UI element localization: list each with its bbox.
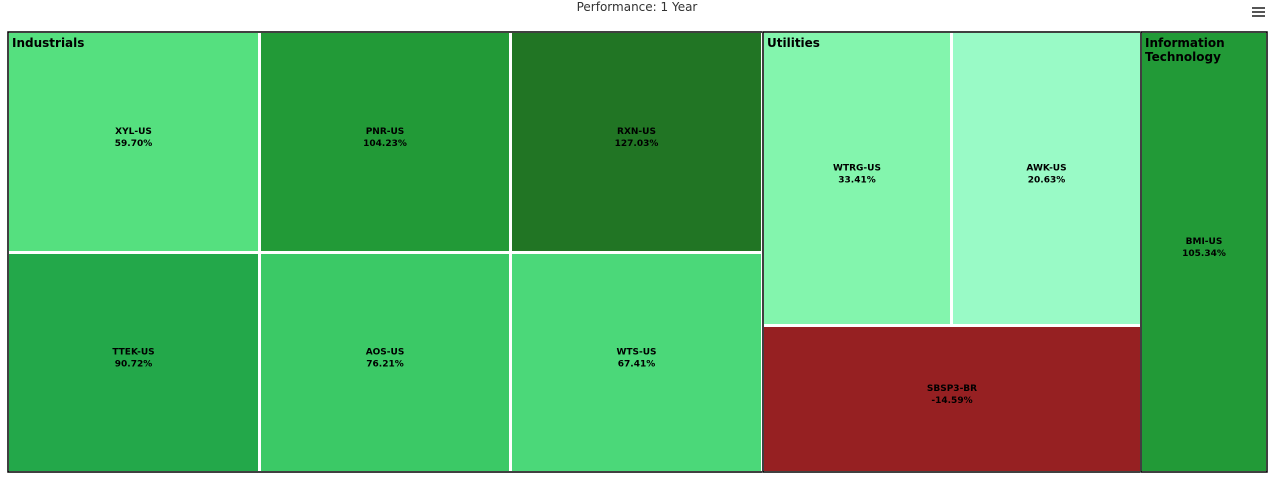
tile-value: 90.72% — [115, 360, 153, 370]
tile-value: 127.03% — [615, 139, 659, 149]
chart-title: Performance: 1 Year — [577, 0, 698, 14]
tile-label: SBSP3-BR — [927, 384, 977, 394]
group-border — [1140, 31, 1268, 473]
tile-label: WTRG-US — [833, 164, 881, 174]
tile — [259, 252, 511, 473]
tile — [951, 31, 1142, 326]
tile — [510, 252, 763, 473]
tile-label: XYL-US — [115, 127, 152, 137]
group-label: Information Technology — [1145, 36, 1225, 64]
tile-value: -14.59% — [931, 396, 972, 406]
group-label: Utilities — [767, 36, 820, 50]
tile-label: PNR-US — [366, 127, 405, 137]
tile — [7, 31, 260, 253]
menu-bar — [1252, 15, 1265, 17]
tile-label: BMI-US — [1186, 237, 1223, 247]
tile-label: TTEK-US — [112, 348, 154, 358]
tile-value: 104.23% — [363, 139, 407, 149]
menu-bar — [1252, 7, 1265, 9]
tile-label: WTS-US — [616, 348, 656, 358]
tile — [762, 325, 1142, 473]
tile-value: 67.41% — [618, 360, 656, 370]
tile-value: 59.70% — [115, 139, 153, 149]
tile — [259, 31, 511, 253]
tile-label: AOS-US — [366, 348, 405, 358]
menu-button[interactable] — [1250, 4, 1266, 20]
tile-value: 105.34% — [1182, 249, 1226, 259]
group-label: Industrials — [12, 36, 84, 50]
tile-value: 33.41% — [838, 176, 876, 186]
tile-value: 76.21% — [366, 360, 404, 370]
tile — [7, 252, 260, 473]
menu-bar — [1252, 11, 1265, 13]
tile-label: RXN-US — [617, 127, 656, 137]
tile-label: AWK-US — [1026, 164, 1066, 174]
tile-value: 20.63% — [1028, 176, 1066, 186]
